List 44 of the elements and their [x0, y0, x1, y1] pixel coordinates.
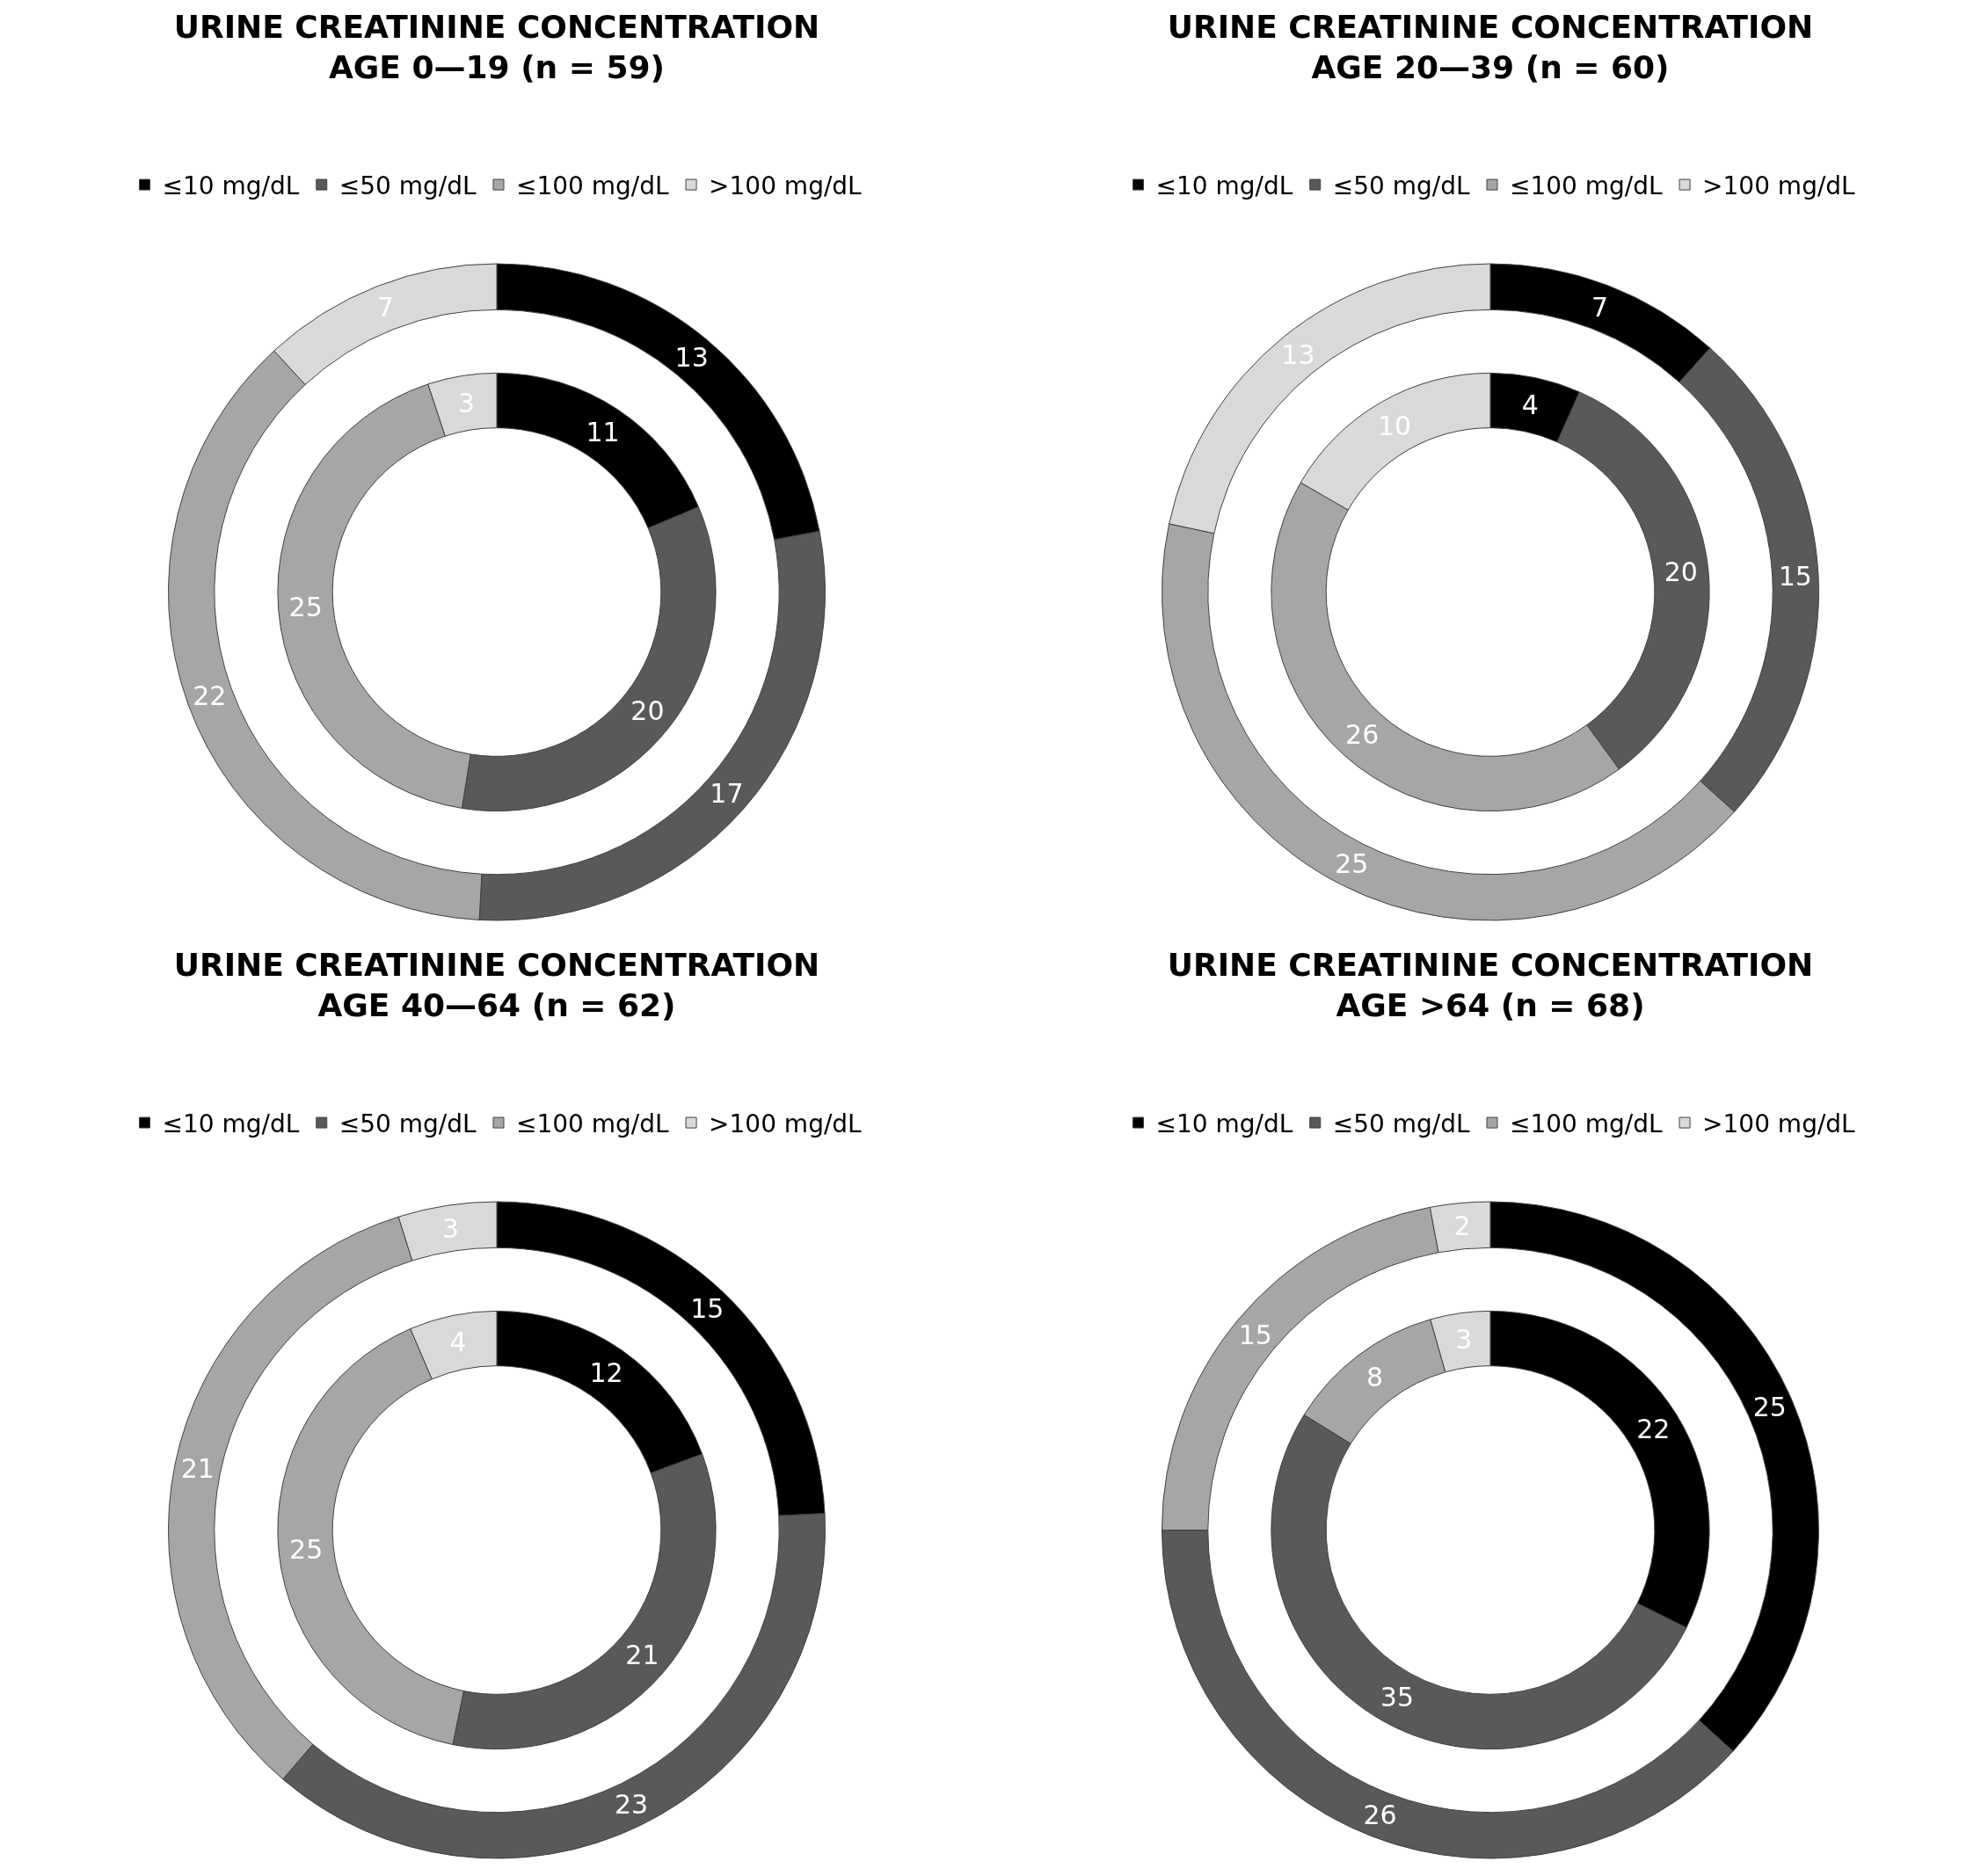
- data-label: 26: [1363, 1799, 1397, 1830]
- legend-label: >100 mg/dL: [1702, 171, 1856, 200]
- data-label: 25: [1335, 848, 1369, 880]
- data-label: 11: [586, 417, 620, 448]
- data-label: 25: [288, 592, 323, 623]
- data-label: 7: [1591, 291, 1609, 323]
- data-label: 21: [625, 1639, 659, 1670]
- legend-label: ≤50 mg/dL: [339, 1109, 477, 1138]
- legend-label: ≤100 mg/dL: [1509, 171, 1664, 200]
- data-label: 25: [289, 1534, 324, 1566]
- legend-label: ≤50 mg/dL: [1332, 1109, 1470, 1138]
- data-label: 15: [1778, 560, 1812, 592]
- data-label: 22: [1636, 1414, 1671, 1445]
- data-label: 20: [630, 694, 665, 726]
- data-label: 23: [614, 1788, 649, 1820]
- chart-title: URINE CREATININE CONCENTRATION AGE >64 (n = 68): [1167, 946, 1814, 1024]
- legend-label: ≤10 mg/dL: [1155, 1109, 1293, 1138]
- data-label: 15: [1238, 1320, 1272, 1351]
- data-label: 21: [180, 1453, 215, 1485]
- data-label: 8: [1366, 1362, 1384, 1393]
- legend-label: ≤50 mg/dL: [339, 171, 477, 200]
- data-label: 35: [1380, 1682, 1415, 1713]
- data-label: 22: [193, 680, 227, 711]
- data-label: 12: [589, 1357, 623, 1389]
- data-label: 20: [1664, 556, 1698, 588]
- chart-title: URINE CREATININE CONCENTRATION AGE 40—64 (n = 62): [173, 946, 820, 1024]
- legend-label: >100 mg/dL: [709, 1109, 863, 1138]
- data-label: 4: [1521, 389, 1539, 420]
- data-label: 17: [710, 777, 744, 809]
- legend-label: ≤50 mg/dL: [1332, 171, 1470, 200]
- chart-title: URINE CREATININE CONCENTRATION AGE 0—19 (n = 59): [173, 8, 820, 86]
- data-label: 15: [690, 1293, 725, 1325]
- legend-label: ≤10 mg/dL: [162, 1109, 300, 1138]
- chart-title: URINE CREATININE CONCENTRATION AGE 20—39 (n = 60): [1167, 8, 1814, 86]
- legend-label: ≤100 mg/dL: [515, 1109, 670, 1138]
- legend-label: >100 mg/dL: [1702, 1109, 1856, 1138]
- data-label: 25: [1752, 1391, 1787, 1422]
- legend-label: ≤100 mg/dL: [515, 171, 670, 200]
- legend-label: >100 mg/dL: [709, 171, 863, 200]
- data-label: 26: [1345, 718, 1380, 750]
- data-label: 13: [674, 341, 709, 373]
- legend-label: ≤10 mg/dL: [1155, 171, 1293, 200]
- legend-label: ≤100 mg/dL: [1509, 1109, 1664, 1138]
- legend-label: ≤10 mg/dL: [162, 171, 300, 200]
